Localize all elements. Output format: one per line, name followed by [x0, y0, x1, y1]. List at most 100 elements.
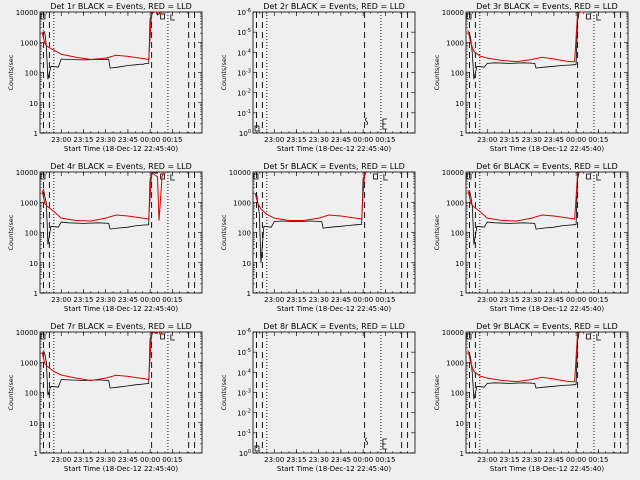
attenuator-marker [40, 333, 46, 340]
chart-panel-det-4: Det 4r BLACK = Events, RED = LLD 1 10 100 10… [7, 162, 203, 313]
x-tick-label: 23:00 [477, 456, 497, 464]
chart-title: Det 9r BLACK = Events, RED = LLD [476, 322, 618, 331]
chart-title: Det 8r BLACK = Events, RED = LLD [263, 322, 405, 331]
y-tick-label: 1 [460, 450, 464, 458]
x-tick-label: 23:45 [544, 296, 564, 304]
x-tick-label: 23:15 [499, 456, 519, 464]
y-tick-label: 1000 [446, 199, 464, 207]
x-tick-label: 00:15 [162, 456, 182, 464]
y-tick-label: 10-5 [237, 28, 251, 37]
y-tick-label: 100 [239, 129, 251, 138]
x-tick-label: 23:45 [118, 456, 138, 464]
x-tick-label: 00:00 [140, 456, 160, 464]
x-axis-label: Start Time (18-Dec-12 22:45:40) [277, 465, 391, 473]
y-tick-label: 10000 [442, 329, 464, 337]
x-tick-label: 00:00 [140, 136, 160, 144]
y-tick-label: 10000 [16, 9, 38, 17]
y-tick-label: 100 [238, 230, 251, 238]
y-axis-label: Counts/sec [433, 214, 441, 250]
x-axis-label: Start Time (18-Dec-12 22:45:40) [277, 145, 391, 153]
y-tick-label: 1000 [446, 359, 464, 367]
y-tick-label: 10000 [16, 169, 38, 177]
x-tick-label: 23:30 [522, 456, 542, 464]
x-tick-label: 23:00 [264, 456, 284, 464]
x-tick-label: 00:00 [140, 296, 160, 304]
series-lld-line [41, 170, 165, 222]
chart-title: Det 5r BLACK = Events, RED = LLD [263, 162, 405, 171]
chart-panel-det-5: Det 5r BLACK = Events, RED = LLD 1 10 100 10… [220, 162, 416, 313]
y-axis-label: Counts/sec [7, 374, 15, 410]
x-tick-label: 23:00 [51, 456, 71, 464]
y-tick-label: 100 [451, 390, 464, 398]
x-axis-label: Start Time (18-Dec-12 22:45:40) [64, 145, 178, 153]
chart-title: Det 3r BLACK = Events, RED = LLD [476, 2, 618, 11]
y-tick-label: 1 [247, 290, 251, 298]
y-tick-label: 10-1 [237, 429, 251, 438]
y-tick-label: 1000 [20, 39, 38, 47]
x-tick-label: 00:00 [566, 456, 586, 464]
x-tick-label: 00:15 [375, 456, 395, 464]
y-tick-label: 100 [25, 70, 38, 78]
series-lld-line [41, 331, 163, 382]
state-glyph-s [365, 117, 369, 126]
y-axis-label: Counts/sec [220, 54, 228, 90]
y-tick-label: 1 [460, 290, 464, 298]
x-tick-label: 23:15 [73, 456, 93, 464]
x-tick-label: 23:00 [264, 296, 284, 304]
x-tick-label: 00:15 [588, 136, 608, 144]
y-tick-label: 10-5 [237, 348, 251, 357]
state-glyph-l [596, 334, 601, 341]
x-tick-label: 23:30 [522, 136, 542, 144]
state-glyph-l [170, 174, 175, 181]
x-tick-label: 23:45 [331, 136, 351, 144]
x-axis-label: Start Time (18-Dec-12 22:45:40) [490, 305, 604, 313]
x-axis-label: Start Time (18-Dec-12 22:45:40) [64, 465, 178, 473]
chart-panel-det-3: Det 3r BLACK = Events, RED = LLD 1 10 100 10… [433, 2, 629, 153]
attenuator-marker [160, 333, 165, 340]
y-tick-label: 10-2 [237, 409, 251, 418]
chart-panel-det-6: Det 6r BLACK = Events, RED = LLD 1 10 100 10… [433, 162, 629, 313]
attenuator-marker [586, 333, 591, 340]
x-tick-label: 23:30 [309, 456, 329, 464]
attenuator-marker [160, 13, 165, 20]
x-tick-label: 23:00 [51, 296, 71, 304]
x-tick-label: 00:00 [566, 136, 586, 144]
state-glyph-l [596, 14, 601, 21]
x-axis-label: Start Time (18-Dec-12 22:45:40) [490, 465, 604, 473]
chart-title: Det 1r BLACK = Events, RED = LLD [50, 2, 192, 11]
x-tick-label: 23:45 [118, 136, 138, 144]
x-tick-label: 23:45 [544, 136, 564, 144]
attenuator-marker [466, 173, 472, 180]
chart-title: Det 2r BLACK = Events, RED = LLD [263, 2, 405, 11]
series-lld-line [254, 171, 367, 221]
y-tick-label: 10-4 [237, 48, 251, 57]
x-tick-label: 23:00 [477, 136, 497, 144]
y-tick-label: 10000 [442, 169, 464, 177]
series-events-line [469, 331, 584, 400]
y-axis-label: Counts/sec [220, 374, 228, 410]
state-glyph-l [170, 14, 175, 21]
y-tick-label: 100 [451, 230, 464, 238]
chart-panel-det-9: Det 9r BLACK = Events, RED = LLD 1 10 100 10… [433, 322, 629, 473]
state-glyph-l [383, 174, 388, 181]
series-events-line [43, 11, 161, 80]
attenuator-marker [40, 173, 46, 180]
series-lld-line [41, 11, 163, 61]
x-tick-label: 23:45 [331, 296, 351, 304]
y-tick-label: 10-3 [237, 389, 251, 398]
chart-panel-det-2: Det 2r BLACK = Events, RED = LLD 100 10-1 1… [220, 2, 416, 153]
x-tick-label: 23:30 [309, 136, 329, 144]
y-tick-label: 10 [455, 420, 464, 428]
attenuator-marker [466, 13, 472, 20]
attenuator-marker [40, 13, 46, 20]
attenuator-marker [254, 125, 260, 132]
y-tick-label: 100 [25, 230, 38, 238]
x-tick-label: 00:00 [353, 136, 373, 144]
x-tick-label: 23:30 [96, 136, 116, 144]
x-tick-label: 23:30 [522, 296, 542, 304]
x-tick-label: 00:00 [353, 456, 373, 464]
x-tick-label: 23:45 [118, 296, 138, 304]
attenuator-marker [254, 445, 260, 452]
